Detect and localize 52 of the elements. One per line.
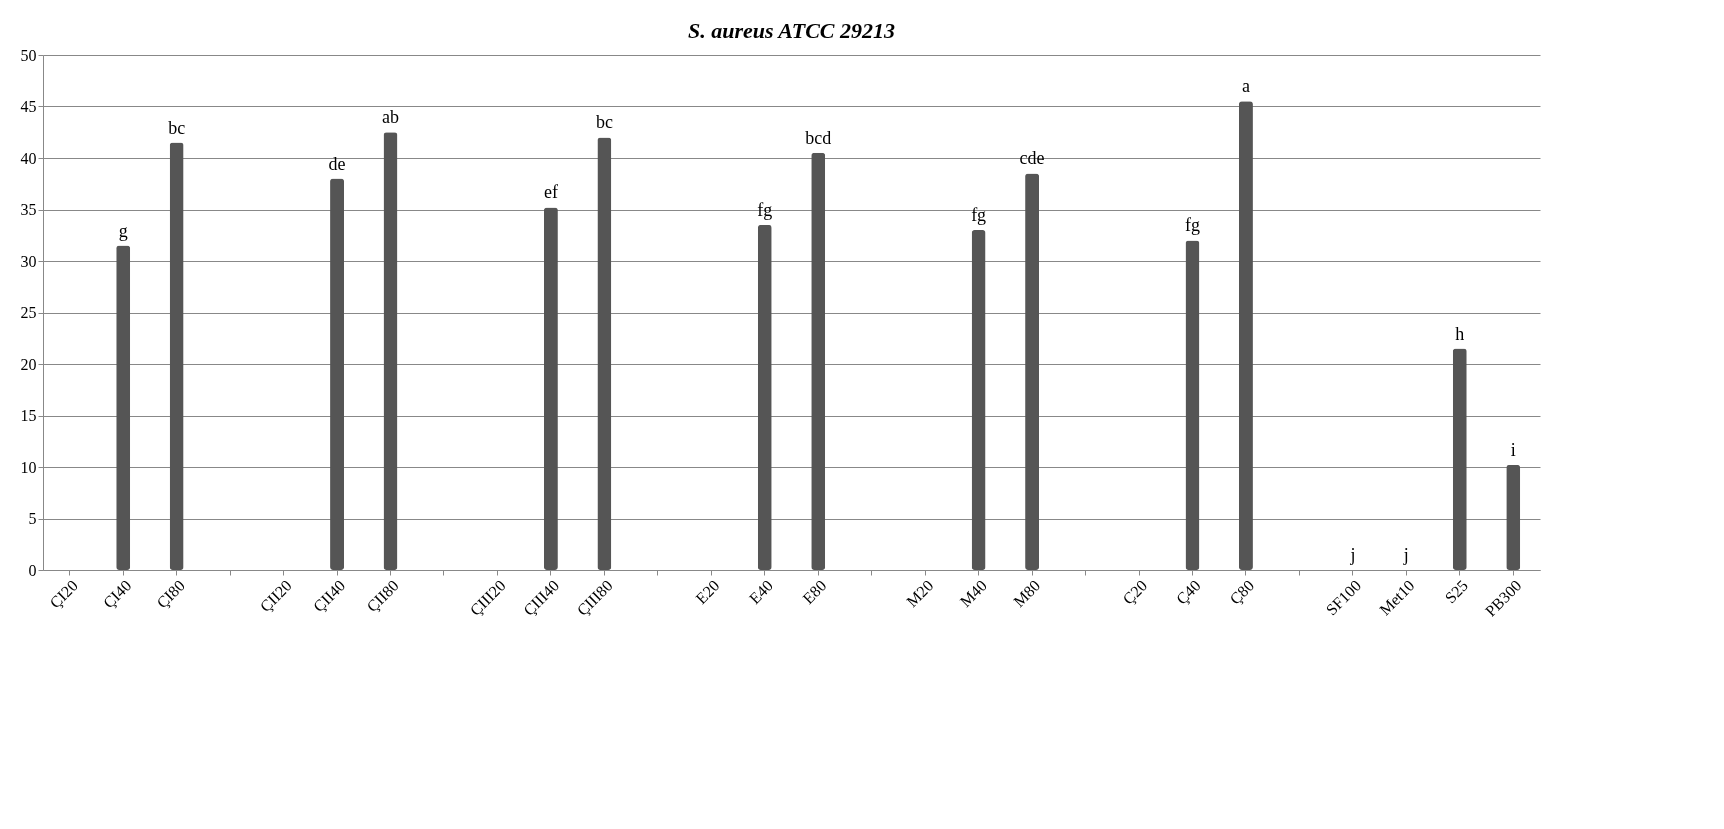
y-tick-label: 45: [20, 98, 37, 115]
bar: [383, 132, 398, 570]
bar: [1025, 173, 1040, 570]
bar: [543, 207, 558, 570]
data-label: j: [1349, 545, 1356, 565]
y-tick-label: 0: [28, 561, 37, 579]
data-label: ef: [543, 182, 558, 203]
data-label: de: [328, 153, 346, 174]
data-label: fg: [971, 205, 987, 226]
y-tick-label: 40: [20, 149, 37, 167]
data-label: a: [1241, 76, 1250, 97]
y-tick-label: 5: [28, 510, 37, 527]
data-label: i: [1510, 439, 1516, 460]
bar: [811, 152, 826, 570]
data-label: fg: [1184, 215, 1200, 236]
bar: [1506, 464, 1521, 570]
x-tick-label: M80: [1010, 576, 1044, 611]
data-label: h: [1455, 323, 1465, 344]
bar: [597, 137, 612, 570]
data-label: ab: [382, 107, 400, 128]
data-label: g: [118, 220, 128, 241]
y-tick-label: 25: [20, 304, 37, 321]
x-tick-label: S25: [1441, 576, 1472, 607]
bar: [330, 178, 345, 570]
data-label: bc: [595, 112, 613, 133]
x-tick-label: Ç20: [1119, 576, 1152, 609]
y-tick-label: 15: [20, 407, 37, 424]
y-tick-label: 10: [20, 458, 37, 476]
x-tick-label: M40: [956, 576, 990, 611]
data-label: fg: [757, 199, 773, 220]
y-tick-label: 35: [20, 201, 37, 218]
bar: [1185, 240, 1200, 570]
data-label: bc: [168, 117, 186, 138]
data-label: cde: [1019, 148, 1045, 169]
bar: [1452, 348, 1467, 570]
y-tick-label: 50: [20, 46, 37, 64]
data-label: bcd: [805, 127, 832, 148]
bar: [1238, 101, 1253, 570]
bar: [116, 245, 131, 570]
bar: [169, 142, 184, 570]
x-tick-label: E80: [799, 576, 830, 608]
bar: [757, 224, 772, 570]
x-tick-label: Ç40: [1172, 576, 1205, 609]
x-tick-label: Ç80: [1226, 576, 1258, 609]
y-tick-label: 20: [20, 355, 37, 373]
x-tick-label: E40: [745, 576, 777, 608]
y-tick-label: 30: [20, 252, 37, 270]
x-tick-label: M20: [903, 576, 937, 611]
chart-title: S. aureus ATCC 29213: [687, 18, 896, 43]
x-tick-label: E20: [692, 576, 723, 608]
bar: [971, 230, 986, 570]
data-label: j: [1402, 545, 1409, 565]
